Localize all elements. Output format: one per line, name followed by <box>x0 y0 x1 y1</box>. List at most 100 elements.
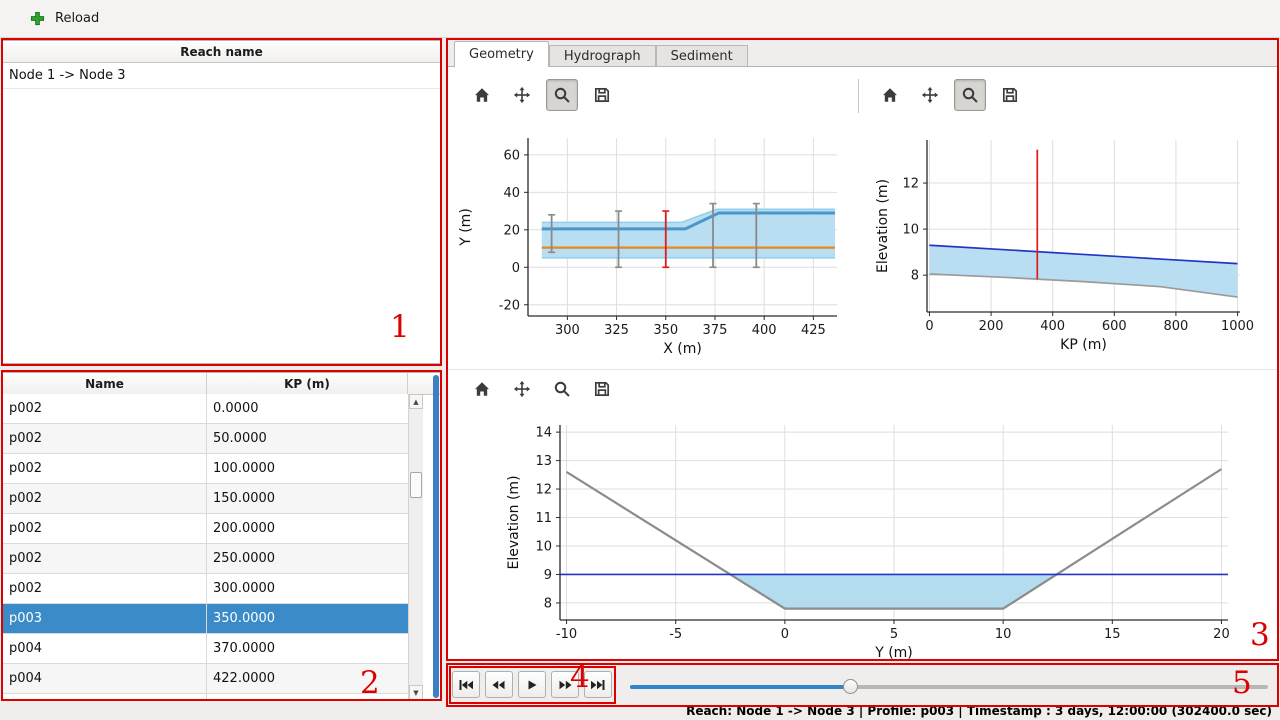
tab-geometry[interactable]: Geometry <box>454 41 549 67</box>
svg-text:0: 0 <box>781 627 789 642</box>
table-scrollbar[interactable]: ▲ ▼ <box>408 394 423 700</box>
table-cell: p002 <box>3 454 207 483</box>
play-button[interactable] <box>518 671 546 698</box>
move-button[interactable] <box>506 373 538 405</box>
svg-text:60: 60 <box>503 148 520 163</box>
svg-text:800: 800 <box>1164 319 1189 334</box>
table-cell: p002 <box>3 514 207 543</box>
slider-handle[interactable] <box>843 679 859 694</box>
svg-text:12: 12 <box>535 483 552 498</box>
table-row[interactable]: p004 422.0000 <box>3 664 408 694</box>
rewind-button[interactable] <box>485 671 513 698</box>
zoom-button[interactable] <box>546 373 578 405</box>
save-button[interactable] <box>994 79 1026 111</box>
table-row[interactable]: p002 300.0000 <box>3 574 408 604</box>
svg-text:9: 9 <box>544 568 552 583</box>
save-icon <box>594 381 610 397</box>
tab-sediment[interactable]: Sediment <box>655 45 748 66</box>
panel-scrollbar[interactable] <box>433 375 439 698</box>
table-row[interactable]: p002 200.0000 <box>3 514 408 544</box>
playback-controls <box>452 671 612 698</box>
table-cell <box>207 694 408 700</box>
column-header[interactable]: KP (m) <box>207 373 408 394</box>
home-button[interactable] <box>874 79 906 111</box>
reload-label: Reload <box>55 11 100 26</box>
svg-text:400: 400 <box>1040 319 1065 334</box>
toolbar-separator <box>858 79 859 113</box>
svg-text:13: 13 <box>535 454 552 469</box>
slider-track[interactable] <box>630 685 1268 689</box>
fast-forward-button[interactable] <box>551 671 579 698</box>
svg-text:KP (m): KP (m) <box>1060 337 1107 353</box>
status-bar: Reach: Node 1 -> Node 3 | Profile: p003 … <box>0 701 1280 720</box>
column-header[interactable]: Name <box>3 373 207 394</box>
table-row[interactable]: p003 350.0000 <box>3 604 408 634</box>
save-icon <box>594 87 610 103</box>
svg-text:5: 5 <box>890 627 898 642</box>
table-cell: p002 <box>3 574 207 603</box>
svg-text:0: 0 <box>925 319 933 334</box>
svg-text:14: 14 <box>535 426 552 441</box>
geometry-pane <box>447 66 1278 661</box>
cross-section-chart[interactable]: -10 -5 0 5 10 15 20 8 9 10 11 12 13 14 Y (m) Elevation … <box>470 406 1262 660</box>
move-button[interactable] <box>914 79 946 111</box>
table-row[interactable]: p002 250.0000 <box>3 544 408 574</box>
table-row[interactable]: p002 100.0000 <box>3 454 408 484</box>
status-text: Reach: Node 1 -> Node 3 | Profile: p003 … <box>686 703 1272 718</box>
svg-text:12: 12 <box>902 177 919 192</box>
svg-text:-10: -10 <box>556 627 577 642</box>
reload-icon <box>30 11 45 26</box>
zoom-button[interactable] <box>954 79 986 111</box>
reload-button[interactable]: Reload <box>24 8 105 29</box>
scrollbar-handle[interactable] <box>410 472 422 498</box>
table-cell: 300.0000 <box>213 581 276 596</box>
long-profile-chart[interactable]: 0 200 400 600 800 1000 8 10 12 KP (m) Elevation (m… <box>865 112 1275 364</box>
move-button[interactable] <box>506 79 538 111</box>
top-toolbar: Reload <box>0 0 1280 38</box>
svg-text:1000: 1000 <box>1221 319 1254 334</box>
table-row-partial <box>3 694 408 700</box>
tab-hydrograph[interactable]: Hydrograph <box>548 45 656 66</box>
table-cell: 422.0000 <box>213 671 276 686</box>
save-button[interactable] <box>586 373 618 405</box>
skip-to-end-icon <box>591 679 605 690</box>
scrollbar-up-icon[interactable]: ▲ <box>409 394 423 409</box>
home-icon <box>475 88 489 102</box>
plan-view-chart[interactable]: 300 325 350 375 400 425 -20 0 20 40 60 X (m) Y (m) <box>452 114 857 368</box>
reach-list: Node 1 -> Node 3 <box>3 63 440 89</box>
play-icon <box>528 680 537 689</box>
table-row[interactable]: p002 0.0000 <box>3 394 408 424</box>
svg-text:Elevation (m): Elevation (m) <box>506 475 522 569</box>
svg-text:20: 20 <box>503 223 520 238</box>
rewind-icon <box>492 680 505 689</box>
home-button[interactable] <box>466 373 498 405</box>
svg-text:40: 40 <box>503 186 520 201</box>
table-row[interactable]: p002 50.0000 <box>3 424 408 454</box>
skip-to-start-button[interactable] <box>452 671 480 698</box>
svg-text:10: 10 <box>995 627 1012 642</box>
reach-list-item[interactable]: Node 1 -> Node 3 <box>3 63 440 89</box>
table-row[interactable]: p002 150.0000 <box>3 484 408 514</box>
home-icon <box>883 88 897 102</box>
zoom-icon <box>554 381 570 397</box>
table-cell <box>3 694 207 700</box>
scrollbar-down-icon[interactable]: ▼ <box>409 685 423 700</box>
svg-text:0: 0 <box>512 261 520 276</box>
timestep-slider[interactable] <box>630 678 1268 696</box>
profile-table-body: p002 0.0000 p002 50.0000 p002 100.0000 p002 150… <box>3 394 408 700</box>
save-button[interactable] <box>586 79 618 111</box>
svg-text:200: 200 <box>979 319 1004 334</box>
move-icon <box>921 86 939 104</box>
home-button[interactable] <box>466 79 498 111</box>
svg-text:10: 10 <box>535 539 552 554</box>
table-row[interactable]: p004 370.0000 <box>3 634 408 664</box>
plan-chart-toolbar <box>466 79 618 111</box>
table-cell: 370.0000 <box>213 641 276 656</box>
home-icon <box>475 382 489 396</box>
svg-text:300: 300 <box>555 323 580 338</box>
table-cell: 150.0000 <box>213 491 276 506</box>
move-icon <box>513 86 531 104</box>
skip-to-end-button[interactable] <box>584 671 612 698</box>
svg-text:325: 325 <box>604 323 629 338</box>
zoom-button[interactable] <box>546 79 578 111</box>
